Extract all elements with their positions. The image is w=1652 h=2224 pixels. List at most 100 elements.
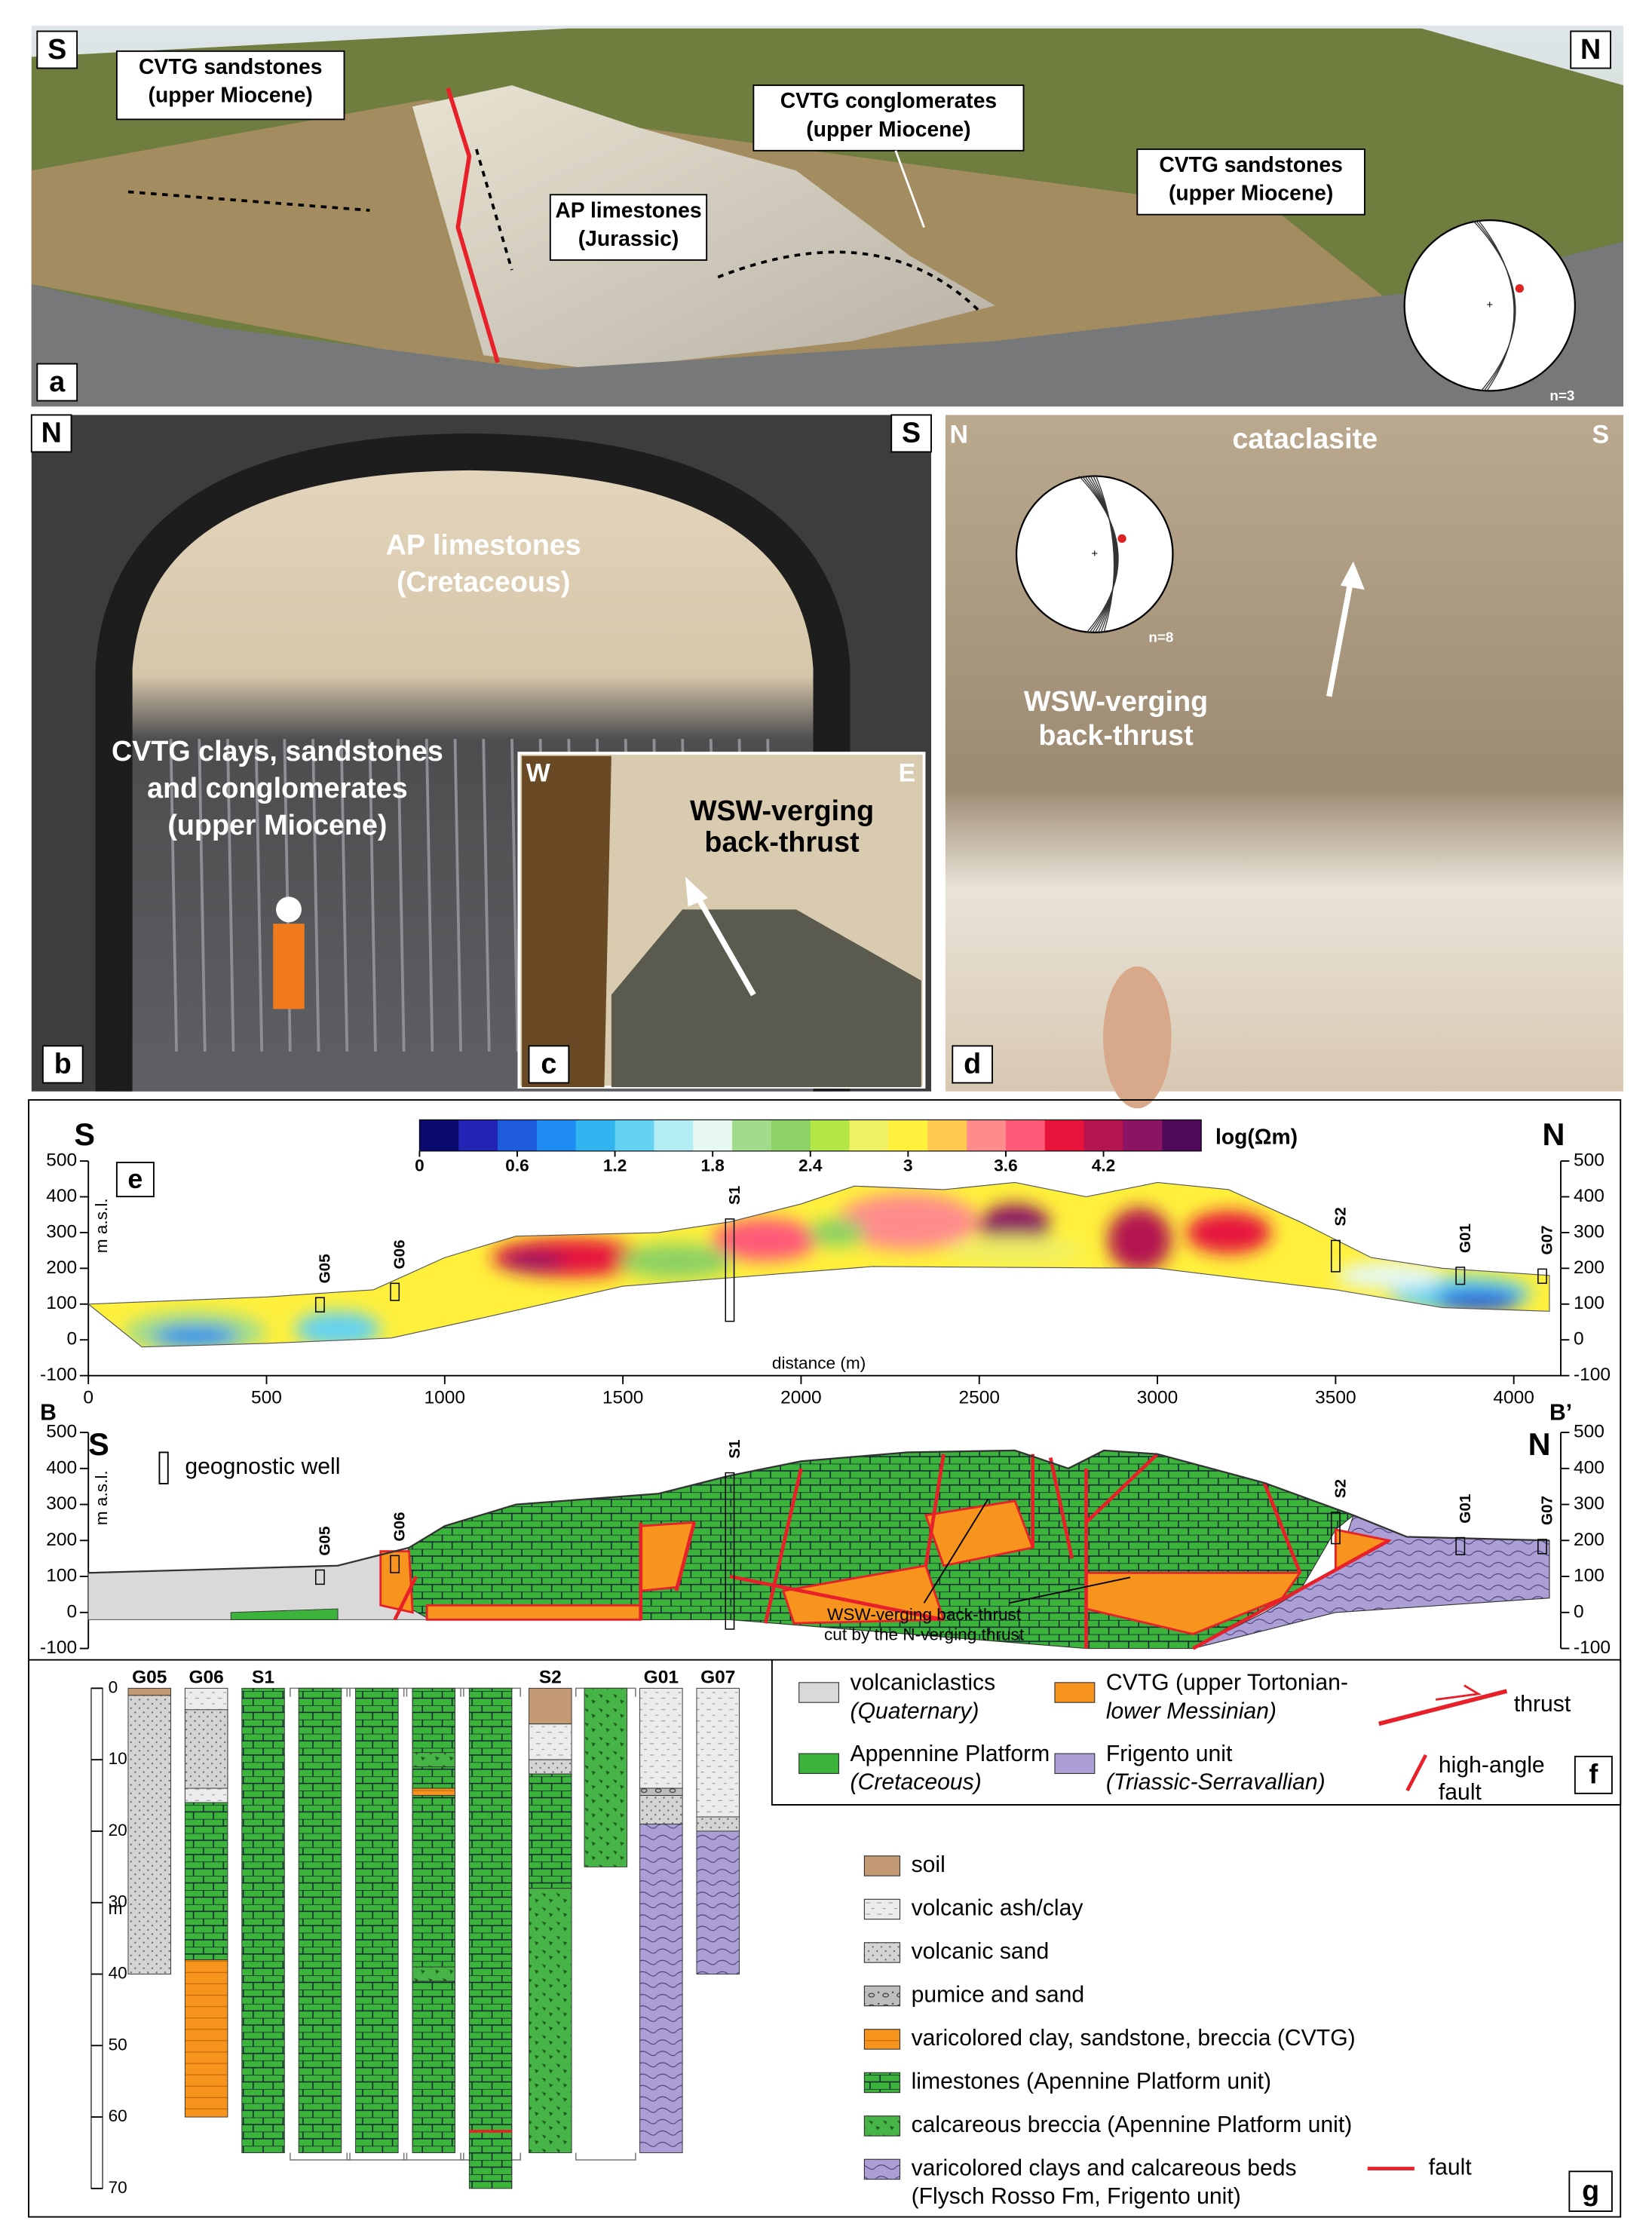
pole [1515,283,1525,293]
x-tick-label: 500 [251,1387,282,1408]
legend-swatch [863,1855,901,1876]
depth-label: 30 [109,1892,127,1911]
label: CVTG (upper Tortonian- [1106,1671,1348,1696]
appennine-platform [230,1608,339,1620]
log-layer [639,1823,683,2153]
label: AP limestones [555,198,701,222]
panel-letter-box [1570,30,1611,69]
contact [474,149,513,271]
well [390,1555,400,1573]
label: thrust [1514,1692,1571,1717]
log-layer [529,1723,572,1760]
depth-label: 10 [109,1749,127,1768]
colorbar-cell [498,1120,538,1151]
great-circle [1478,219,1515,391]
blob [1108,1207,1172,1272]
legend-swatch [863,1898,901,1920]
x-tick-label: 4000 [1493,1387,1534,1408]
depth-label: 60 [109,2106,127,2125]
log-layer [127,1695,171,1974]
great-circle [1084,476,1117,633]
y-tick-label: 100 [1574,1566,1604,1586]
worker [273,924,305,1009]
log-layer [184,1802,228,1961]
log-label: G01 [644,1668,679,1688]
well [1537,1268,1547,1284]
x-tick-label: 3000 [1137,1387,1178,1408]
well [390,1282,400,1301]
y-tick-label: -100 [40,1637,77,1658]
well-label: G01 [1457,1224,1474,1253]
colorbar-cell [849,1120,890,1151]
log-layer [184,1709,228,1789]
colorbar-cell [458,1120,498,1151]
panel-letter-box [41,1045,84,1084]
colorbar-label: 1.8 [700,1156,724,1175]
legend-box [771,1659,1622,1806]
log-layer [529,1888,572,2153]
x-axis-label: distance (m) [772,1354,866,1373]
label-box [549,194,708,261]
well-key [158,1451,169,1484]
blob [1186,1211,1272,1254]
colorbar-cell [1123,1120,1163,1151]
legend-swatch [863,1942,901,1963]
drill-hole [311,739,320,1052]
y-tick-label: -100 [1574,1637,1611,1658]
great-circle [1472,219,1516,391]
fault [1084,1453,1159,1524]
log-layer [529,1773,572,1889]
legend-swatch [798,1753,840,1775]
panel-letter: d [964,1048,981,1080]
y-tick-label: 400 [46,1457,77,1478]
pole [1117,534,1126,544]
fault-symbol [1405,1754,1428,1792]
panel-letter: f [1589,1760,1598,1790]
y-tick-label: 200 [46,1530,77,1550]
depth-label: 50 [109,2035,127,2054]
panel-letter-box [30,414,72,453]
log-layer [639,1795,683,1824]
fault [763,1468,803,1624]
fault [393,1576,418,1621]
label: WSW-verging [690,795,874,826]
log-label: G05 [132,1668,167,1688]
center: + [1091,547,1098,560]
panel-letter: N [41,417,62,449]
well-label: G01 [1457,1494,1474,1524]
well [314,1297,325,1313]
depth-label: 70 [109,2178,127,2197]
drill-hole [368,739,377,1052]
panel-letter-box [36,363,78,402]
colorbar-label: 1.2 [603,1156,627,1175]
contact [717,250,982,314]
fault-trace [446,87,500,363]
great-circle [1078,476,1119,633]
well-label: G07 [1539,1496,1556,1525]
label: AP limestones [386,529,581,561]
drill-hole [198,739,207,1052]
colorbar-cell [810,1120,851,1151]
colorbar-cell [693,1120,733,1151]
colorbar-cell [1005,1120,1046,1151]
colorbar-cell [732,1120,772,1151]
log-label: G07 [700,1668,735,1688]
x-tick-label: 3500 [1315,1387,1356,1408]
blob [152,1325,238,1347]
label: B [40,1401,57,1426]
depth-label: 0 [109,1677,118,1696]
log-layer [412,1966,455,1982]
label: E [899,758,916,787]
colorbar-cell [888,1120,928,1151]
colorbar-label: 3.6 [994,1156,1017,1175]
slip-arrow [1326,582,1353,697]
label: back-thrust [1038,719,1194,751]
panel-letter: S [48,33,66,65]
well-label: S1 [726,1439,743,1458]
label: calcareous breccia (Apennine Platform un… [912,2112,1353,2137]
stereonet [1015,475,1174,633]
label: (upper Miocene) [806,117,970,141]
label: (Jurassic) [578,226,679,250]
legend-swatch [1054,1682,1096,1703]
colorbar-cell [536,1120,577,1151]
